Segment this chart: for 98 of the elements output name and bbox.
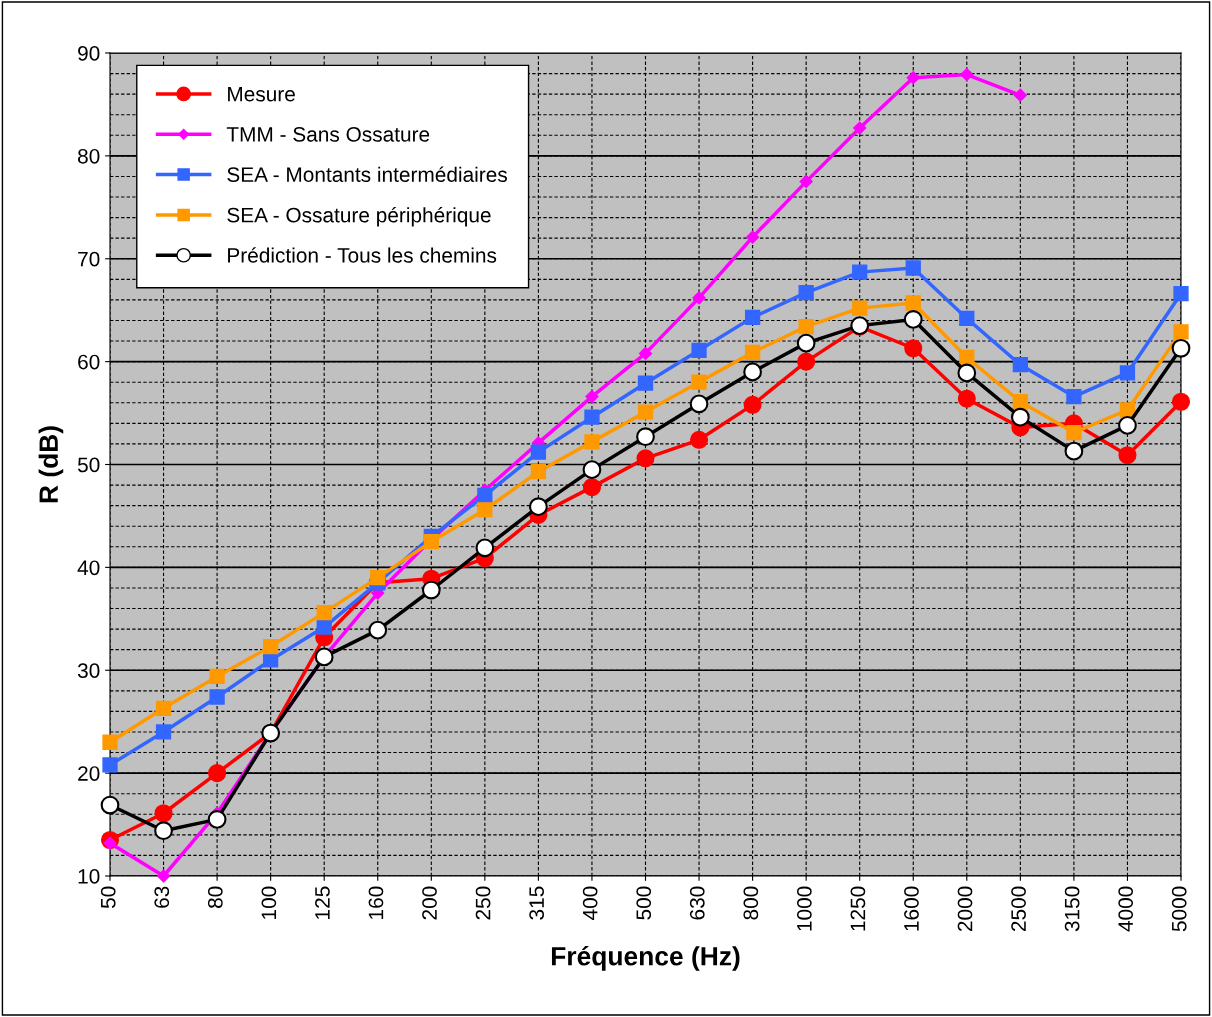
x-tick-label: 315 (529, 886, 544, 920)
point (155, 724, 172, 740)
point (1173, 324, 1189, 340)
point (263, 638, 279, 655)
point (853, 121, 867, 135)
point (743, 395, 762, 414)
point (1173, 286, 1189, 302)
point (530, 444, 547, 460)
point (530, 464, 547, 480)
y-tick-label: 80 (78, 148, 100, 164)
point (585, 390, 599, 404)
point (797, 352, 816, 371)
y-tick-label: 60 (78, 354, 100, 370)
point (477, 487, 493, 504)
point (690, 430, 709, 449)
point (799, 175, 813, 189)
point (852, 300, 868, 316)
x-tick-label: 1000 (796, 886, 812, 931)
point (960, 68, 974, 82)
point (370, 570, 386, 586)
y-tick-label: 40 (77, 560, 100, 576)
legend-label: SEA - Ossature périphérique (227, 206, 491, 227)
y-tick-label: 50 (77, 457, 100, 473)
point (1118, 446, 1137, 465)
point (209, 689, 225, 705)
x-tick-label: 800 (743, 886, 759, 920)
point (637, 404, 654, 420)
point (1013, 88, 1027, 102)
x-tick-label: 160 (368, 886, 384, 919)
x-tick-label: 3150 (1064, 886, 1080, 932)
point (584, 434, 600, 450)
x-tick-label: 4000 (1118, 886, 1134, 932)
point (636, 449, 655, 468)
point (208, 764, 227, 783)
point (209, 668, 225, 685)
point (1012, 357, 1028, 373)
point (905, 260, 921, 276)
x-tick-label: 200 (422, 886, 437, 920)
legend-label: Mesure (228, 86, 295, 102)
x-tick-label: 100 (261, 886, 277, 919)
y-tick-label: 30 (77, 663, 100, 678)
x-tick-label: 5000 (1171, 886, 1187, 932)
legend-label: Prédiction - Tous les chemins (228, 247, 497, 263)
point (852, 264, 868, 280)
point (691, 374, 707, 390)
x-tick-label: 63 (154, 886, 170, 908)
point (744, 309, 761, 326)
point (1119, 402, 1136, 418)
point (957, 389, 976, 408)
y-tick-label: 10 (78, 869, 100, 884)
point (263, 652, 279, 668)
y-tick-label: 20 (78, 766, 100, 781)
point (1171, 392, 1191, 411)
point (1066, 424, 1082, 441)
y-tick-label: 90 (78, 46, 100, 61)
x-tick-label: 50 (100, 886, 116, 909)
point (1066, 388, 1082, 405)
point (582, 478, 601, 497)
x-tick-label: 250 (475, 886, 491, 920)
x-tick-label: 630 (689, 886, 705, 920)
y-axis-title: R (dB) (38, 426, 64, 503)
point (798, 285, 814, 301)
point (904, 339, 923, 358)
point (744, 344, 761, 361)
point (102, 734, 118, 750)
y-tick-label: 70 (78, 251, 100, 267)
point (1119, 365, 1136, 381)
x-tick-label: 1250 (850, 886, 866, 931)
point (692, 291, 706, 305)
point (638, 346, 653, 360)
point (156, 869, 171, 883)
x-tick-label: 500 (636, 886, 652, 920)
point (103, 836, 117, 850)
x-tick-label: 125 (315, 886, 330, 919)
point (584, 409, 600, 425)
point (746, 230, 760, 244)
point (154, 804, 173, 823)
point (906, 71, 920, 85)
legend-label: SEA - Montants intermédiaires (227, 166, 507, 182)
point (102, 757, 118, 773)
x-tick-label: 2500 (1011, 886, 1026, 932)
point (155, 700, 172, 716)
x-tick-label: 400 (582, 886, 598, 920)
point (798, 319, 814, 335)
point (316, 619, 332, 635)
x-tick-label: 2000 (957, 886, 973, 932)
point (905, 295, 921, 311)
point (691, 342, 707, 358)
point (1012, 394, 1028, 410)
x-tick-label: 80 (207, 886, 223, 908)
point (959, 349, 975, 366)
legend-label: TMM - Sans Ossature (226, 126, 430, 142)
x-axis-title: Fréquence (Hz) (551, 945, 740, 971)
point (637, 375, 654, 391)
point (477, 502, 493, 518)
x-tick-label: 1600 (904, 886, 919, 931)
point (316, 605, 332, 621)
point (959, 310, 975, 327)
